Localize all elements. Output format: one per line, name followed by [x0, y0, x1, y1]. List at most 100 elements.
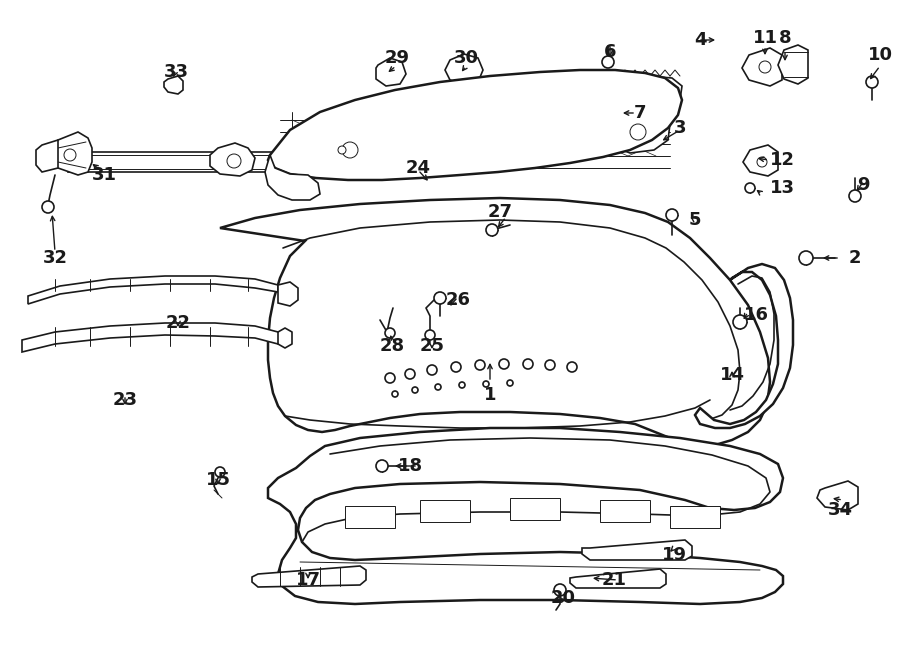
Circle shape: [342, 142, 358, 158]
Circle shape: [866, 76, 878, 88]
Circle shape: [435, 384, 441, 390]
Text: 20: 20: [551, 589, 575, 607]
Text: 26: 26: [446, 291, 471, 309]
Polygon shape: [600, 500, 650, 522]
Text: 29: 29: [384, 49, 410, 67]
Polygon shape: [322, 126, 378, 170]
Polygon shape: [265, 155, 320, 200]
Circle shape: [523, 359, 533, 369]
Circle shape: [554, 584, 566, 596]
Polygon shape: [817, 481, 858, 510]
Text: 18: 18: [398, 457, 423, 475]
Polygon shape: [68, 152, 370, 172]
Circle shape: [849, 190, 861, 202]
Text: 34: 34: [827, 501, 852, 519]
Text: 7: 7: [634, 104, 646, 122]
Circle shape: [451, 362, 461, 372]
Polygon shape: [268, 428, 783, 604]
Text: 21: 21: [601, 571, 626, 589]
Polygon shape: [22, 323, 278, 352]
Polygon shape: [36, 140, 58, 172]
Circle shape: [799, 251, 813, 265]
Polygon shape: [590, 76, 682, 116]
Circle shape: [757, 157, 767, 167]
Polygon shape: [52, 132, 92, 175]
Circle shape: [459, 382, 465, 388]
Text: 10: 10: [868, 46, 893, 64]
Circle shape: [64, 149, 76, 161]
Polygon shape: [616, 85, 656, 103]
Polygon shape: [252, 566, 366, 587]
Polygon shape: [210, 143, 255, 176]
Polygon shape: [268, 70, 682, 180]
Text: 23: 23: [112, 391, 138, 409]
Circle shape: [733, 315, 747, 329]
Circle shape: [385, 328, 395, 338]
Polygon shape: [28, 276, 278, 304]
Polygon shape: [278, 282, 298, 306]
Circle shape: [545, 360, 555, 370]
Polygon shape: [445, 54, 483, 85]
Circle shape: [486, 224, 498, 236]
Circle shape: [412, 387, 418, 393]
Text: 27: 27: [488, 203, 512, 221]
Circle shape: [666, 209, 678, 221]
Text: 22: 22: [166, 314, 191, 332]
Circle shape: [630, 124, 646, 140]
Circle shape: [499, 359, 509, 369]
Text: 30: 30: [454, 49, 479, 67]
Text: 24: 24: [406, 159, 430, 177]
Circle shape: [759, 61, 771, 73]
Text: 6: 6: [604, 43, 617, 61]
Text: 11: 11: [752, 29, 778, 47]
Text: 33: 33: [164, 63, 188, 81]
Circle shape: [42, 201, 54, 213]
Circle shape: [392, 391, 398, 397]
Text: 1: 1: [484, 386, 496, 404]
Circle shape: [483, 381, 489, 387]
Polygon shape: [605, 112, 670, 153]
Polygon shape: [742, 48, 782, 86]
Polygon shape: [582, 540, 692, 560]
Text: 9: 9: [857, 176, 869, 194]
Polygon shape: [376, 58, 406, 86]
Text: 2: 2: [849, 249, 861, 267]
Circle shape: [425, 330, 435, 340]
Circle shape: [215, 467, 225, 477]
Polygon shape: [220, 198, 770, 446]
Circle shape: [405, 369, 415, 379]
Polygon shape: [420, 500, 470, 522]
Text: 31: 31: [92, 166, 116, 184]
Polygon shape: [670, 506, 720, 528]
Text: 12: 12: [770, 151, 795, 169]
Polygon shape: [778, 45, 808, 84]
Circle shape: [376, 460, 388, 472]
Text: 14: 14: [719, 366, 744, 384]
Circle shape: [602, 56, 614, 68]
Circle shape: [338, 146, 346, 154]
Text: 32: 32: [42, 249, 68, 267]
Polygon shape: [570, 569, 666, 588]
Text: 28: 28: [380, 337, 405, 355]
Text: 5: 5: [688, 211, 701, 229]
Circle shape: [745, 183, 755, 193]
Circle shape: [385, 373, 395, 383]
Text: 25: 25: [419, 337, 445, 355]
Polygon shape: [614, 100, 638, 120]
Polygon shape: [345, 506, 395, 528]
Circle shape: [227, 154, 241, 168]
Polygon shape: [743, 145, 778, 176]
Circle shape: [567, 362, 577, 372]
Circle shape: [475, 360, 485, 370]
Text: 8: 8: [778, 29, 791, 47]
Text: 16: 16: [743, 306, 769, 324]
Circle shape: [507, 380, 513, 386]
Text: 3: 3: [674, 119, 686, 137]
Polygon shape: [510, 498, 560, 520]
Polygon shape: [695, 264, 793, 428]
Polygon shape: [164, 76, 183, 94]
Text: 15: 15: [205, 471, 230, 489]
Text: 19: 19: [662, 546, 687, 564]
Text: 4: 4: [694, 31, 706, 49]
Text: 13: 13: [770, 179, 795, 197]
